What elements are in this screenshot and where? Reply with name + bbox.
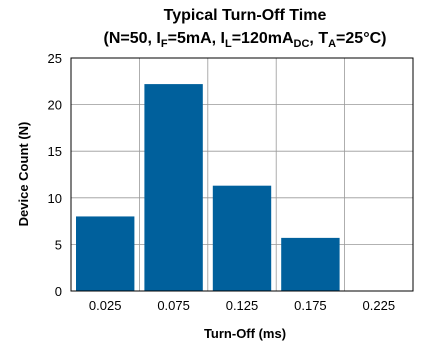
subtitle-ta-sub: A — [328, 38, 336, 50]
y-axis-label: Device Count (N) — [16, 122, 31, 227]
x-tick-labels: 0.025 0.075 0.125 0.175 0.225 — [89, 298, 395, 313]
x-tick-label: 0.225 — [363, 298, 396, 313]
y-tick-labels: 0 5 10 15 20 25 — [48, 51, 62, 299]
chart-title: Typical Turn-Off Time — [164, 7, 327, 24]
subtitle-dc-sub: DC — [294, 38, 310, 50]
x-tick-label: 0.075 — [157, 298, 190, 313]
subtitle-part4: , T — [309, 30, 328, 47]
subtitle-part5: =25°C) — [336, 30, 386, 47]
y-tick-label: 15 — [48, 144, 62, 159]
subtitle-if-sub: F — [161, 38, 168, 50]
y-tick-label: 25 — [48, 51, 62, 66]
subtitle-part3: =120mA — [232, 30, 294, 47]
y-tick-label: 5 — [55, 237, 62, 252]
x-tick-label: 0.175 — [294, 298, 327, 313]
x-axis-label: Turn-Off (ms) — [204, 326, 286, 341]
chart-subtitle: (N=50, IF=5mA, IL=120mADC, TA=25°C) — [104, 30, 387, 50]
bar-0.175 — [281, 237, 340, 291]
x-tick-label: 0.025 — [89, 298, 122, 313]
plot-frame — [70, 57, 414, 292]
bars — [76, 84, 340, 291]
bar-0.125 — [212, 185, 272, 291]
y-tick-label: 0 — [55, 284, 62, 299]
x-tick-label: 0.125 — [226, 298, 259, 313]
bar-0.025 — [76, 216, 135, 291]
y-tick-label: 20 — [48, 98, 62, 113]
subtitle-part2: =5mA, I — [168, 30, 225, 47]
subtitle-il-sub: L — [225, 38, 232, 50]
subtitle-open: (N=50, I — [104, 30, 161, 47]
y-tick-label: 10 — [48, 191, 62, 206]
bar-0.075 — [144, 84, 203, 291]
